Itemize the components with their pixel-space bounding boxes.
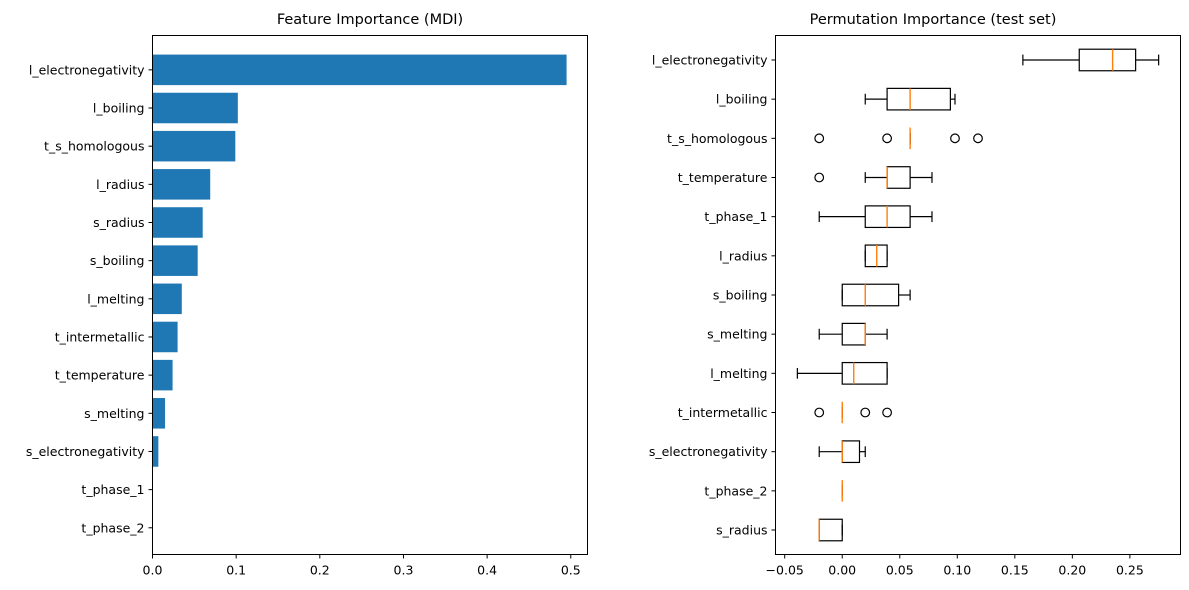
perm-flier [814,407,825,418]
perm-x-tick-label: 0.05 [886,563,914,578]
perm-y-tick-labels: l_electronegativity l_boiling t_s_homologo… [649,52,776,538]
mdi-axes-frame [152,35,588,555]
perm-y-tick-label: t_s_homologous [667,131,767,146]
perm-x-tick-label: 0.00 [828,563,856,578]
perm-flier [882,133,893,144]
perm-x-tick-label: 0.15 [1001,563,1029,578]
mdi-y-tick-label: s_boiling [90,253,145,268]
perm-flier [973,133,983,144]
mdi-x-tick-label: 0.4 [477,563,497,578]
mdi-y-tick-label: t_intermetallic [55,329,145,344]
perm-flier [882,407,893,418]
perm-flier [814,133,825,144]
mdi-bar [152,359,173,391]
perm-box [886,87,951,111]
mdi-bar [152,283,182,315]
mdi-x-tick-label: 0.0 [143,563,163,578]
perm-x-tick-label: 0.25 [1116,563,1144,578]
perm-flier [814,172,825,183]
mdi-bar [152,398,166,429]
perm-axes-frame [775,35,1181,555]
mdi-bar [152,207,203,238]
mdi-y-tick-label: t_s_homologous [44,139,144,154]
mdi-bar-chart: Feature Importance (MDI) l_electronegati… [26,12,588,578]
mdi-y-tick-label: s_radius [93,215,144,230]
mdi-y-tick-label: s_melting [84,406,144,421]
mdi-y-tick-labels: l_electronegativity l_boiling t_s_homologo… [26,62,153,535]
perm-x-tick-labels: −0.05 0.00 0.05 0.10 0.15 0.20 0.25 [766,554,1144,578]
mdi-x-tick-label: 0.1 [226,563,246,578]
perm-y-tick-label: t_phase_1 [704,209,767,224]
perm-y-tick-label: s_melting [707,327,767,342]
perm-x-tick-label: 0.20 [1058,563,1086,578]
mdi-y-tick-label: t_phase_2 [81,520,144,535]
mdi-bar [152,436,159,467]
mdi-bars [152,54,567,467]
perm-flier [860,407,871,418]
mdi-bar [152,321,178,353]
perm-y-tick-label: l_melting [710,366,767,381]
perm-box [1078,48,1137,72]
mdi-x-tick-labels: 0.0 0.1 0.2 0.3 0.4 0.5 [143,554,581,578]
perm-y-tick-label: t_intermetallic [678,405,768,420]
perm-box [818,518,843,542]
perm-box [841,440,861,464]
perm-y-tick-label: s_electronegativity [649,444,768,459]
mdi-y-tick-label: l_radius [96,177,144,192]
mdi-bar [152,245,198,276]
mdi-bar [152,92,238,124]
mdi-bar [152,54,567,86]
perm-y-tick-label: t_phase_2 [704,483,767,498]
permutation-box-chart: Permutation Importance (test set) l_elec… [649,12,1181,578]
mdi-chart-title: Feature Importance (MDI) [277,12,463,28]
perm-flier [950,133,960,144]
perm-y-tick-label: l_electronegativity [652,52,768,67]
perm-box [886,166,911,189]
perm-y-tick-label: l_radius [719,248,767,263]
mdi-y-tick-label: l_boiling [93,101,145,116]
perm-y-tick-label: t_temperature [678,170,768,185]
mdi-y-tick-label: t_temperature [55,368,145,383]
perm-boxes [796,48,1160,542]
perm-x-tick-label: 0.10 [943,563,971,578]
mdi-bar [152,169,211,200]
perm-box [841,361,888,385]
mdi-x-tick-label: 0.3 [394,563,414,578]
mdi-y-tick-label: l_melting [87,291,144,306]
mdi-x-tick-label: 0.5 [561,563,581,578]
perm-box [841,322,866,346]
perm-box [841,283,900,307]
mdi-y-tick-label: l_electronegativity [29,62,145,77]
perm-chart-title: Permutation Importance (test set) [810,12,1057,28]
perm-x-tick-label: −0.05 [766,563,804,578]
perm-y-tick-label: s_radius [716,523,767,538]
mdi-y-tick-label: s_electronegativity [26,444,145,459]
mdi-bar [152,130,236,162]
mdi-y-tick-label: t_phase_1 [81,482,144,497]
perm-y-tick-label: l_boiling [716,92,768,107]
mdi-x-tick-label: 0.2 [310,563,330,578]
perm-y-tick-label: s_boiling [713,288,768,303]
